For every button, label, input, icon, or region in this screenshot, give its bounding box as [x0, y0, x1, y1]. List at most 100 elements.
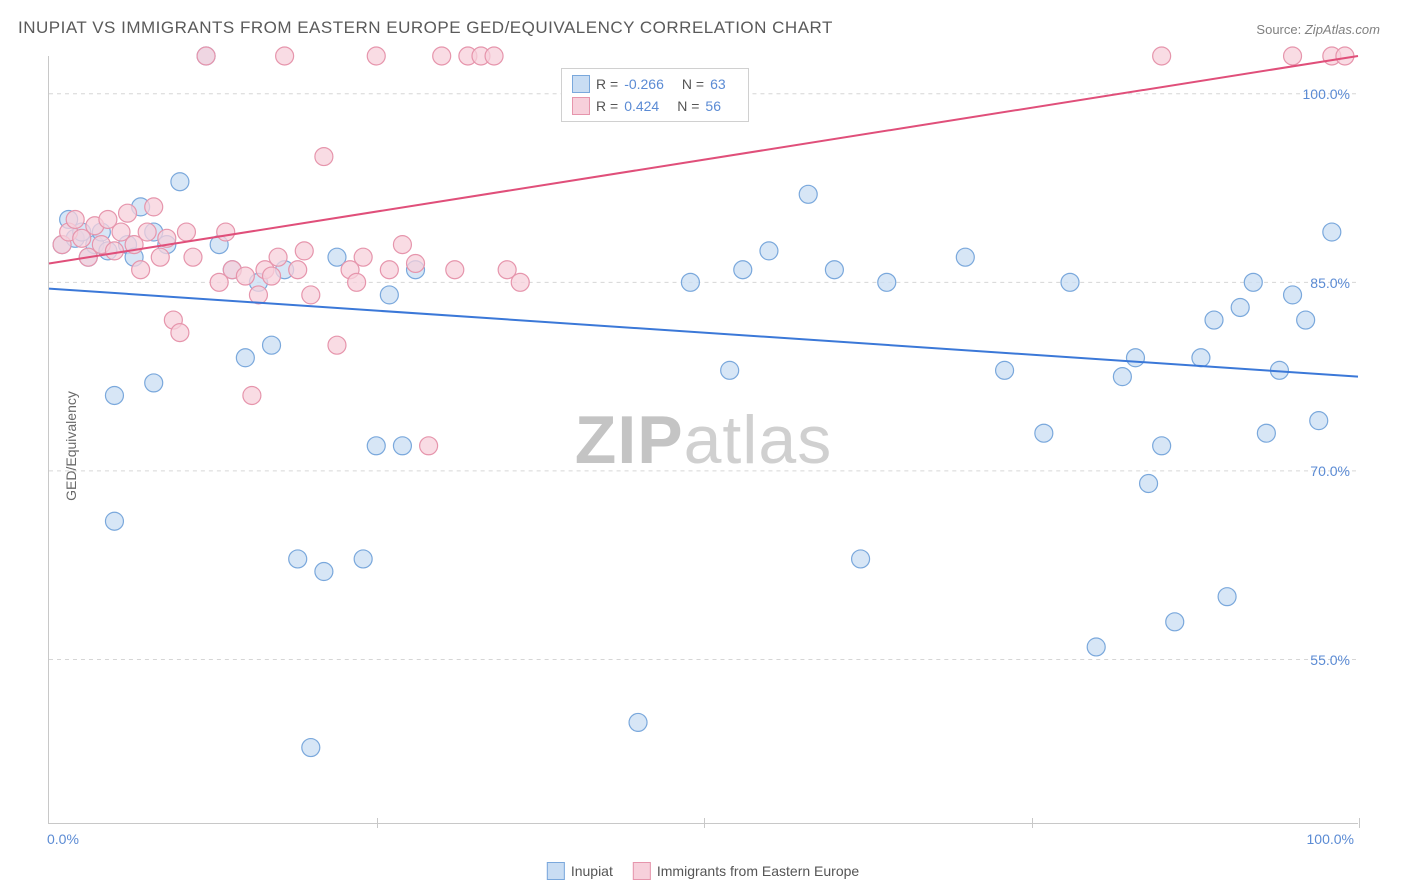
data-point	[799, 185, 817, 203]
data-point	[1297, 311, 1315, 329]
data-point	[446, 261, 464, 279]
data-point	[289, 261, 307, 279]
legend-swatch	[572, 97, 590, 115]
data-point	[433, 47, 451, 65]
data-point	[263, 267, 281, 285]
data-point	[276, 47, 294, 65]
x-tick-label: 100.0%	[1307, 831, 1354, 847]
data-point	[105, 387, 123, 405]
legend-label: Inupiat	[571, 863, 613, 879]
data-point	[1310, 412, 1328, 430]
data-point	[721, 361, 739, 379]
data-point	[236, 267, 254, 285]
legend-item: Inupiat	[547, 862, 613, 880]
r-label: R =	[596, 73, 618, 95]
legend-item: Immigrants from Eastern Europe	[633, 862, 859, 880]
data-point	[852, 550, 870, 568]
data-point	[1061, 273, 1079, 291]
data-point	[315, 563, 333, 581]
x-tick-mark	[704, 818, 705, 828]
y-tick-label: 70.0%	[1310, 463, 1350, 479]
data-point	[1244, 273, 1262, 291]
source-value: ZipAtlas.com	[1305, 22, 1380, 37]
data-point	[1166, 613, 1184, 631]
series-legend: Inupiat Immigrants from Eastern Europe	[547, 862, 859, 880]
x-tick-mark	[1359, 818, 1360, 828]
data-point	[380, 261, 398, 279]
data-point	[171, 173, 189, 191]
data-point	[249, 286, 267, 304]
legend-swatch	[572, 75, 590, 93]
y-tick-label: 100.0%	[1303, 86, 1350, 102]
chart-title: INUPIAT VS IMMIGRANTS FROM EASTERN EUROP…	[18, 18, 833, 38]
x-tick-mark	[377, 818, 378, 828]
data-point	[1153, 437, 1171, 455]
legend-swatch	[633, 862, 651, 880]
data-point	[354, 550, 372, 568]
data-point	[1035, 424, 1053, 442]
chart-svg	[49, 56, 1358, 823]
data-point	[328, 336, 346, 354]
data-point	[367, 47, 385, 65]
r-label: R =	[596, 95, 618, 117]
data-point	[197, 47, 215, 65]
data-point	[217, 223, 235, 241]
plot-area: ZIPatlas 100.0%85.0%70.0%55.0% 0.0%100.0…	[48, 56, 1358, 824]
data-point	[171, 324, 189, 342]
data-point	[348, 273, 366, 291]
x-tick-label: 0.0%	[47, 831, 79, 847]
data-point	[1284, 286, 1302, 304]
x-tick-mark	[1032, 818, 1033, 828]
r-value: -0.266	[624, 73, 664, 95]
n-label: N =	[677, 95, 699, 117]
data-point	[1257, 424, 1275, 442]
data-point	[105, 242, 123, 260]
r-value: 0.424	[624, 95, 659, 117]
data-point	[681, 273, 699, 291]
legend-label: Immigrants from Eastern Europe	[657, 863, 859, 879]
data-point	[177, 223, 195, 241]
data-point	[393, 437, 411, 455]
data-point	[367, 437, 385, 455]
data-point	[289, 550, 307, 568]
data-point	[1231, 298, 1249, 316]
data-point	[407, 254, 425, 272]
data-point	[485, 47, 503, 65]
data-point	[1087, 638, 1105, 656]
n-value: 63	[710, 73, 726, 95]
source-attribution: Source: ZipAtlas.com	[1256, 22, 1380, 37]
data-point	[302, 286, 320, 304]
data-point	[1218, 588, 1236, 606]
data-point	[1323, 223, 1341, 241]
data-point	[145, 198, 163, 216]
data-point	[393, 236, 411, 254]
data-point	[420, 437, 438, 455]
data-point	[105, 512, 123, 530]
data-point	[629, 713, 647, 731]
data-point	[138, 223, 156, 241]
data-point	[295, 242, 313, 260]
source-label: Source:	[1256, 22, 1301, 37]
data-point	[269, 248, 287, 266]
data-point	[354, 248, 372, 266]
stats-legend-row: R = -0.266 N = 63	[572, 73, 738, 95]
data-point	[1140, 475, 1158, 493]
data-point	[119, 204, 137, 222]
data-point	[511, 273, 529, 291]
data-point	[243, 387, 261, 405]
n-label: N =	[682, 73, 704, 95]
data-point	[1205, 311, 1223, 329]
data-point	[1192, 349, 1210, 367]
data-point	[302, 739, 320, 757]
data-point	[315, 148, 333, 166]
data-point	[151, 248, 169, 266]
data-point	[1113, 368, 1131, 386]
data-point	[1153, 47, 1171, 65]
data-point	[1284, 47, 1302, 65]
data-point	[132, 261, 150, 279]
legend-swatch	[547, 862, 565, 880]
stats-legend-row: R =0.424N =56	[572, 95, 738, 117]
y-tick-label: 55.0%	[1310, 652, 1350, 668]
data-point	[380, 286, 398, 304]
data-point	[1126, 349, 1144, 367]
